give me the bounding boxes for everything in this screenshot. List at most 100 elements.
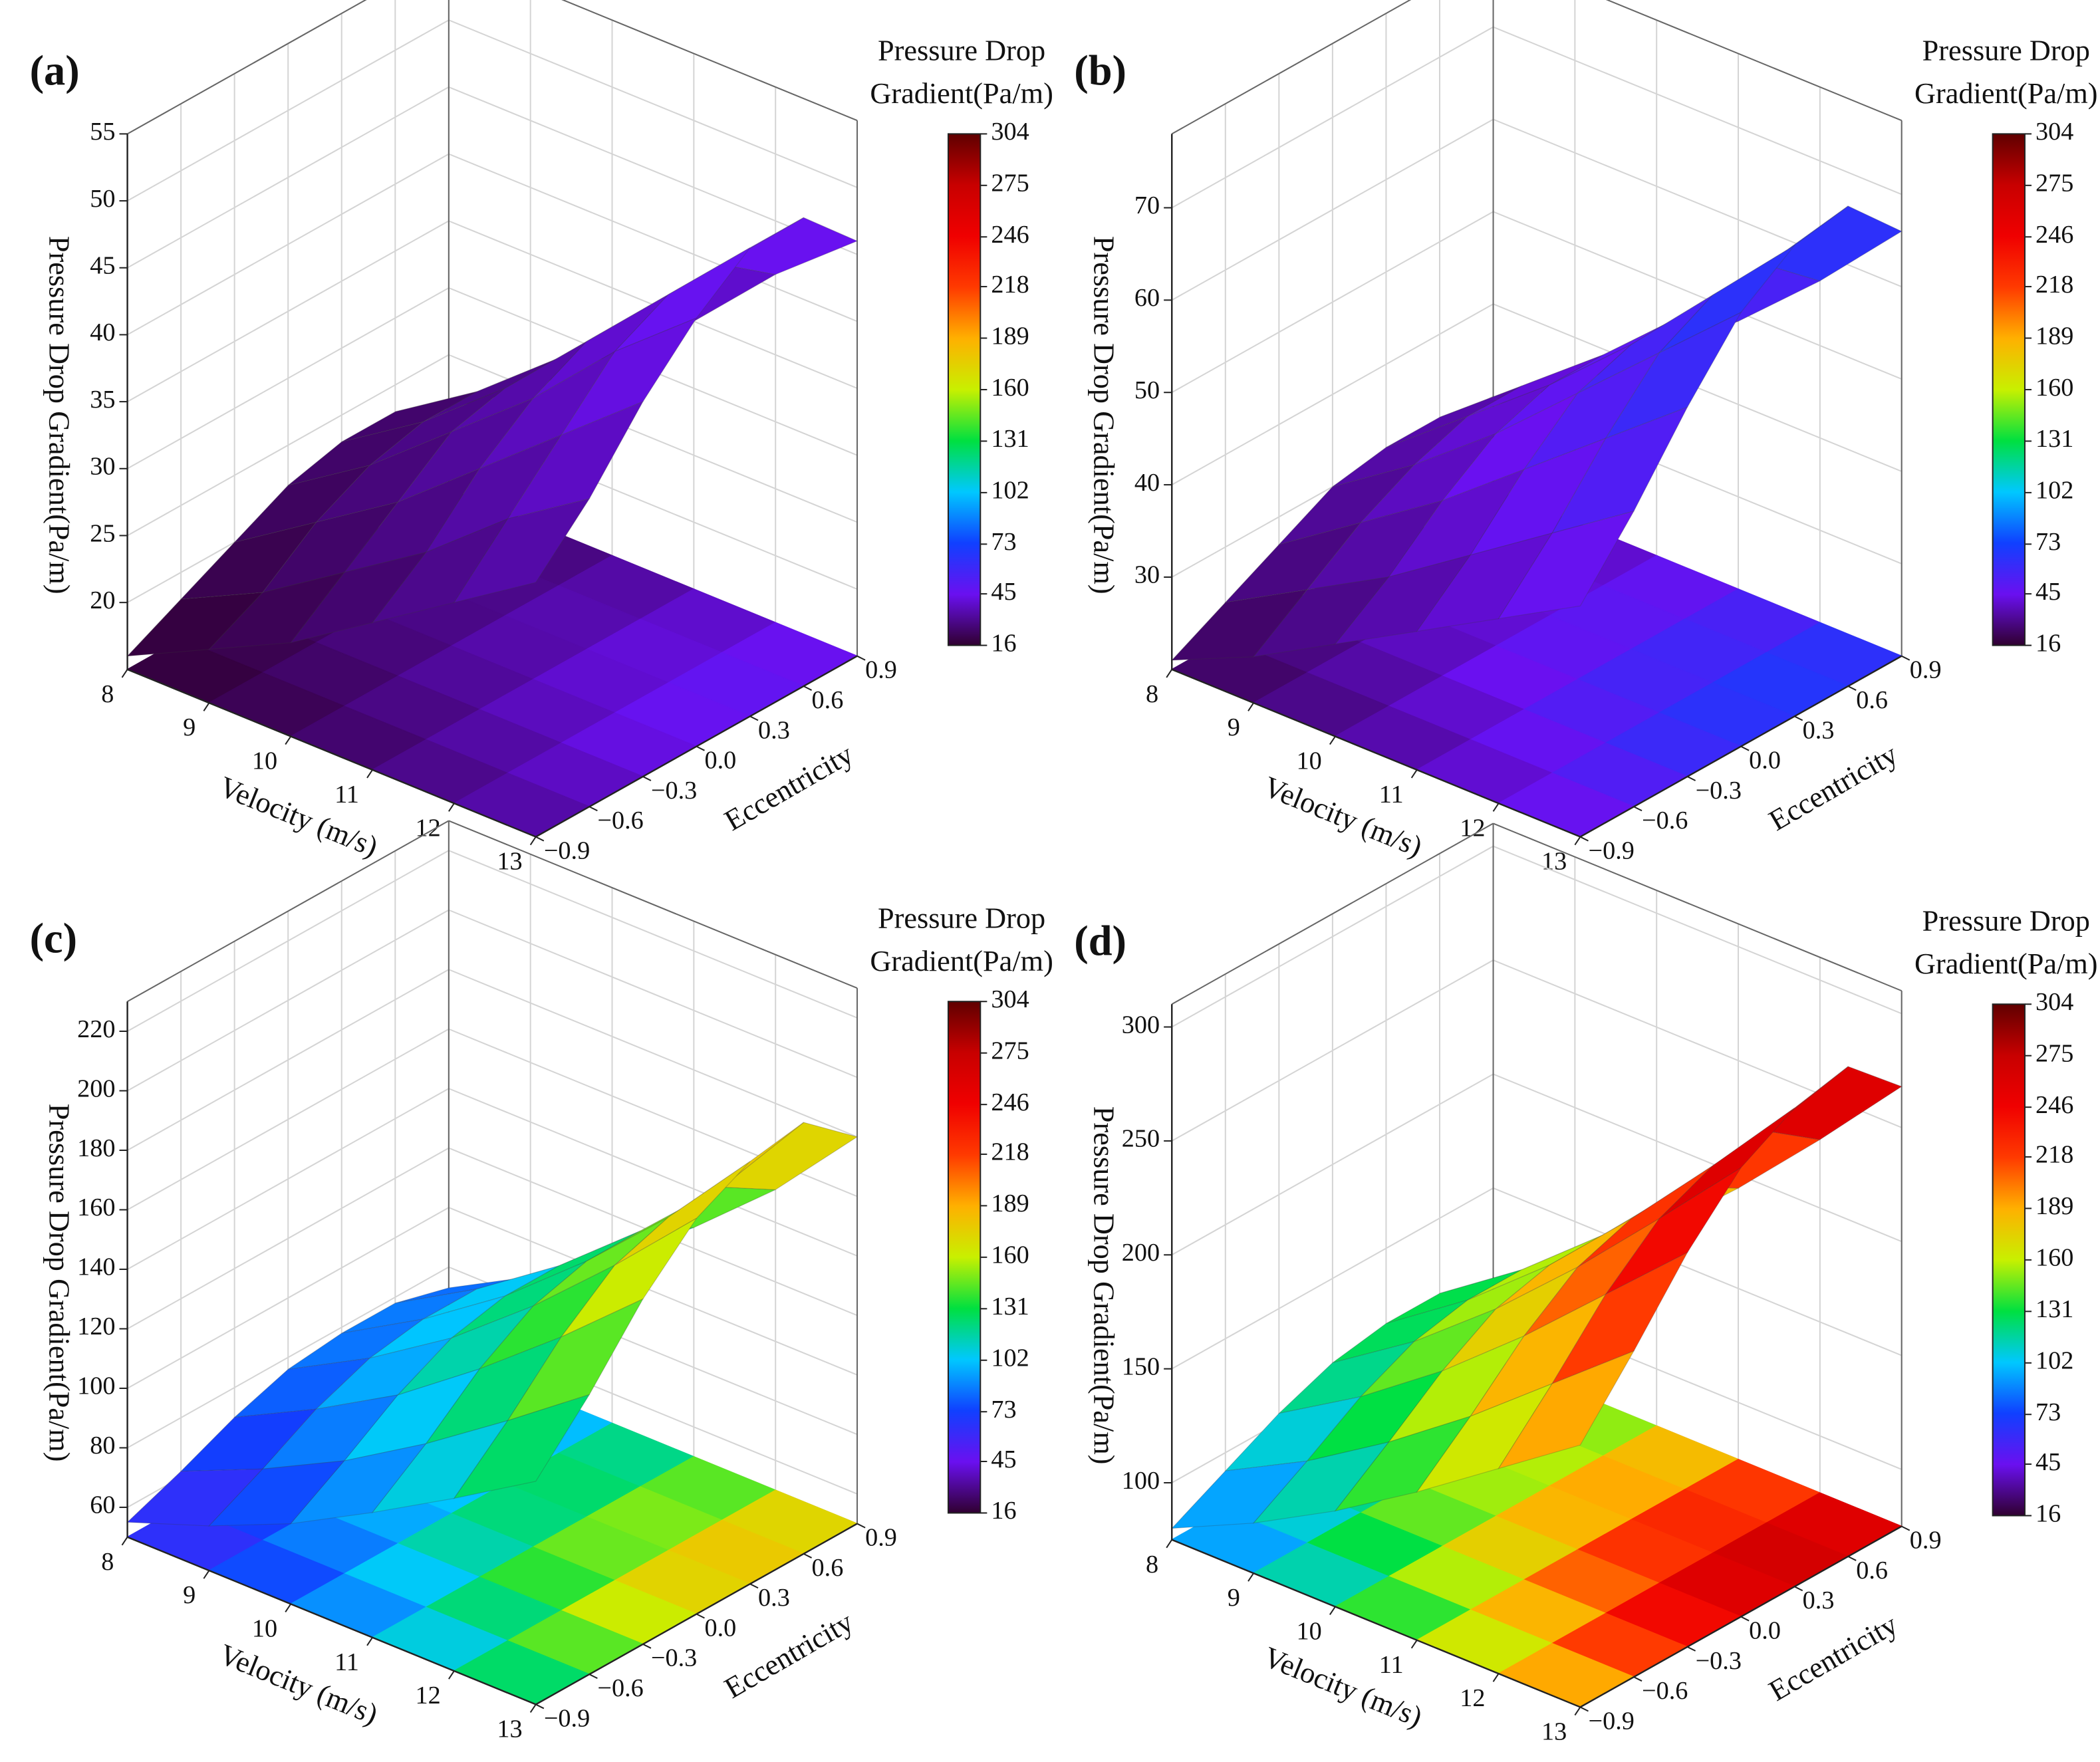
z-tick-label: 60 bbox=[1134, 284, 1160, 312]
y-tick-label: −0.3 bbox=[651, 1644, 697, 1672]
tick-mark bbox=[589, 1674, 598, 1680]
colorbar-tick-label: 73 bbox=[991, 528, 1016, 556]
surface-patch bbox=[1498, 1350, 1635, 1469]
surface-patch bbox=[453, 498, 591, 604]
tick-mark bbox=[1492, 1673, 1500, 1682]
z-tick-label: 45 bbox=[90, 252, 115, 280]
tick-mark bbox=[1687, 1646, 1696, 1652]
x-tick-label: 10 bbox=[252, 747, 277, 775]
z-tick-label: 40 bbox=[1134, 469, 1160, 497]
colorbar bbox=[1992, 1003, 2026, 1517]
tick-mark bbox=[203, 1570, 210, 1579]
surface-patch bbox=[1605, 311, 1742, 440]
tick-mark bbox=[589, 806, 598, 812]
surface-patch bbox=[1658, 1107, 1795, 1219]
y-tick-label: 0.9 bbox=[865, 656, 897, 684]
z-tick-label: 100 bbox=[1122, 1467, 1160, 1495]
box-edge bbox=[1605, 0, 1903, 122]
tick-mark bbox=[1579, 836, 1589, 842]
tick-mark bbox=[856, 1523, 866, 1529]
colorbar-title: Gradient(Pa/m) bbox=[870, 945, 1053, 977]
z-axis-label: Pressure Drop Gradient(Pa/m) bbox=[1087, 236, 1120, 594]
colorbar-tick-label: 275 bbox=[2035, 170, 2073, 197]
grid-line bbox=[1493, 211, 1903, 380]
z-tick-label: 25 bbox=[90, 519, 115, 547]
surface-patch bbox=[561, 1217, 697, 1338]
tick-mark bbox=[285, 1603, 292, 1613]
colorbar-tick-label: 246 bbox=[2035, 1091, 2073, 1119]
tick-mark bbox=[1247, 1573, 1254, 1582]
tick-mark bbox=[448, 803, 455, 812]
grid-line bbox=[448, 1207, 858, 1376]
colorbar-tick-label: 16 bbox=[991, 629, 1016, 657]
colorbar-title: Pressure Drop bbox=[1922, 905, 2090, 938]
colorbar-tick-label: 218 bbox=[2035, 1141, 2073, 1169]
colorbar-title: Pressure Drop bbox=[1922, 35, 2090, 67]
tick-mark bbox=[1633, 1676, 1642, 1682]
grid-line bbox=[1493, 845, 1903, 1015]
z-tick-label: 35 bbox=[90, 386, 115, 414]
z-tick-label: 120 bbox=[77, 1313, 115, 1340]
tick-mark bbox=[1740, 1616, 1750, 1622]
surface-patch bbox=[614, 1161, 751, 1266]
tick-mark bbox=[642, 776, 652, 781]
tick-mark bbox=[1410, 769, 1418, 779]
x-tick-label: 12 bbox=[416, 1682, 441, 1709]
colorbar-tick-label: 102 bbox=[991, 1344, 1029, 1372]
z-tick-label: 200 bbox=[1122, 1239, 1160, 1267]
box-edge bbox=[1171, 0, 1412, 135]
tick-mark bbox=[1687, 776, 1696, 781]
colorbar-tick-label: 16 bbox=[2035, 1499, 2061, 1527]
colorbar-tick-label: 73 bbox=[991, 1396, 1016, 1424]
colorbar-tick-label: 246 bbox=[991, 1088, 1029, 1116]
box-edge bbox=[127, 0, 367, 135]
tick-mark bbox=[696, 745, 705, 751]
y-tick-label: 0.0 bbox=[704, 747, 736, 775]
z-axis-label: Pressure Drop Gradient(Pa/m) bbox=[43, 1104, 76, 1462]
tick-mark bbox=[1847, 686, 1857, 691]
colorbar-tick-label: 131 bbox=[991, 425, 1029, 453]
surface-patch bbox=[1551, 406, 1688, 534]
y-tick-label: 0.3 bbox=[758, 1584, 790, 1612]
tick-mark bbox=[366, 1637, 373, 1646]
grid-line bbox=[448, 850, 858, 1019]
grid-line bbox=[561, 0, 858, 122]
surface-patch bbox=[1658, 245, 1795, 354]
colorbar bbox=[1992, 133, 2026, 646]
z-tick-label: 150 bbox=[1122, 1352, 1160, 1380]
y-tick-label: −0.9 bbox=[1588, 1707, 1634, 1735]
tick-mark bbox=[856, 655, 866, 661]
colorbar-tick-label: 189 bbox=[2035, 1192, 2073, 1220]
z-tick-label: 30 bbox=[1134, 561, 1160, 589]
colorbar-tick-label: 160 bbox=[2035, 1244, 2073, 1272]
x-tick-label: 11 bbox=[1379, 1651, 1404, 1679]
tick-mark bbox=[1574, 836, 1581, 846]
colorbar-tick-label: 45 bbox=[991, 578, 1016, 606]
y-axis-label: Eccentricity bbox=[719, 1605, 858, 1704]
x-tick-label: 11 bbox=[334, 781, 359, 809]
surface-patch bbox=[1551, 1251, 1688, 1385]
surface-patch bbox=[614, 247, 751, 352]
z-tick-label: 40 bbox=[90, 318, 115, 346]
tick-mark bbox=[1901, 655, 1910, 661]
z-tick-label: 140 bbox=[77, 1253, 115, 1281]
grid-line bbox=[448, 1088, 858, 1257]
z-tick-label: 60 bbox=[90, 1491, 115, 1519]
colorbar-tick-label: 304 bbox=[991, 118, 1029, 146]
tick-mark bbox=[121, 669, 128, 678]
tick-mark bbox=[121, 1537, 128, 1546]
colorbar-tick-label: 102 bbox=[991, 477, 1029, 505]
y-tick-label: −0.6 bbox=[1642, 807, 1688, 834]
z-tick-label: 70 bbox=[1134, 191, 1160, 219]
x-tick-label: 11 bbox=[334, 1648, 359, 1676]
z-tick-label: 300 bbox=[1122, 1011, 1160, 1039]
x-tick-label: 13 bbox=[1541, 1717, 1567, 1745]
y-tick-label: 0.6 bbox=[1856, 686, 1888, 714]
tick-mark bbox=[1901, 1525, 1910, 1531]
y-tick-label: −0.3 bbox=[651, 777, 697, 805]
y-tick-label: −0.6 bbox=[1642, 1677, 1688, 1705]
colorbar-tick-label: 189 bbox=[991, 322, 1029, 350]
colorbar-tick-label: 189 bbox=[991, 1190, 1029, 1217]
y-tick-label: −0.9 bbox=[1588, 836, 1634, 864]
